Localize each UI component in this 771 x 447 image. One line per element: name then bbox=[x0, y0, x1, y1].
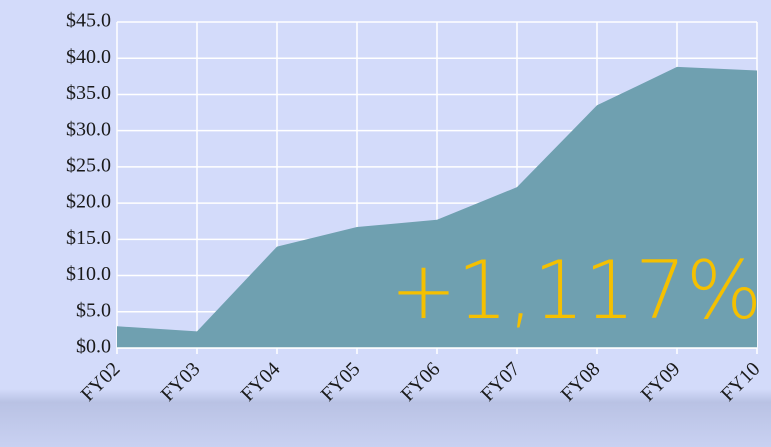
annotation: +1,117% bbox=[390, 244, 762, 337]
y-tick-label: $20.0 bbox=[66, 191, 111, 213]
y-tick-label: $35.0 bbox=[66, 82, 111, 104]
y-tick-label: $40.0 bbox=[66, 46, 111, 68]
y-tick-label: $25.0 bbox=[66, 154, 111, 176]
y-tick-label: $30.0 bbox=[66, 118, 111, 140]
y-tick-label: $10.0 bbox=[66, 263, 111, 285]
y-tick-label: $5.0 bbox=[76, 299, 111, 321]
area bbox=[117, 66, 757, 348]
y-tick-label: $45.0 bbox=[66, 10, 111, 32]
y-tick-label: $0.0 bbox=[76, 336, 111, 358]
y-tick-label: $15.0 bbox=[66, 227, 111, 249]
